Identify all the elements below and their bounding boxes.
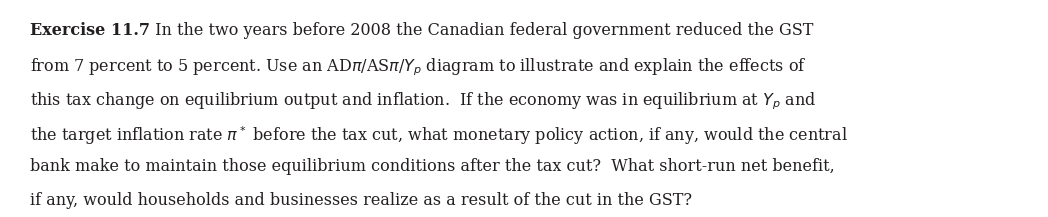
Text: Exercise 11.7: Exercise 11.7 <box>30 22 150 39</box>
Text: In the two years before 2008 the Canadian federal government reduced the GST: In the two years before 2008 the Canadia… <box>150 22 813 39</box>
Text: the target inflation rate $\pi^*$ before the tax cut, what monetary policy actio: the target inflation rate $\pi^*$ before… <box>30 124 848 147</box>
Text: bank make to maintain those equilibrium conditions after the tax cut?  What shor: bank make to maintain those equilibrium … <box>30 158 835 175</box>
Text: if any, would households and businesses realize as a result of the cut in the GS: if any, would households and businesses … <box>30 192 692 209</box>
Text: this tax change on equilibrium output and inflation.  If the economy was in equi: this tax change on equilibrium output an… <box>30 90 816 112</box>
Text: from 7 percent to 5 percent. Use an AD$\pi$/AS$\pi$/$Y_p$ diagram to illustrate : from 7 percent to 5 percent. Use an AD$\… <box>30 56 807 78</box>
